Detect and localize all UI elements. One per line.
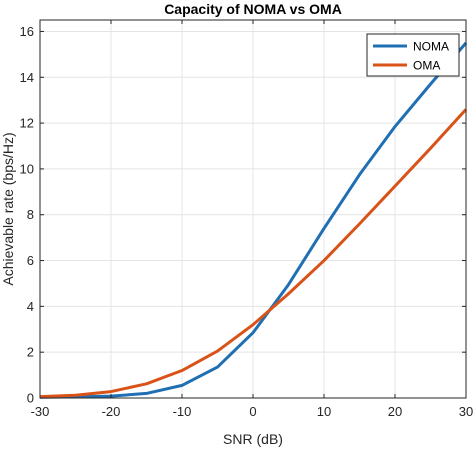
series-line-oma bbox=[39, 108, 468, 399]
y-tick-label: 12 bbox=[20, 116, 34, 131]
x-axis-label: SNR (dB) bbox=[223, 431, 283, 447]
x-tick-label: 0 bbox=[249, 404, 256, 419]
legend-box bbox=[366, 33, 460, 77]
y-tick-label: 10 bbox=[20, 161, 34, 176]
y-tick-label: 4 bbox=[27, 299, 34, 314]
chart-title: Capacity of NOMA vs OMA bbox=[164, 1, 342, 17]
y-tick-label: 16 bbox=[20, 24, 34, 39]
grid-layer bbox=[39, 20, 467, 399]
x-tick-label: 20 bbox=[388, 404, 402, 419]
axes-layer: -30 -20 -10 0 10 20 30 0 2 4 6 8 10 12 14 16 bbox=[20, 19, 473, 419]
y-tick-label: 14 bbox=[20, 70, 34, 85]
x-tick-label: -10 bbox=[173, 404, 192, 419]
y-tick-label: 2 bbox=[27, 345, 34, 360]
legend-label-noma: NOMA bbox=[413, 40, 449, 54]
x-tick-label: 30 bbox=[459, 404, 473, 419]
x-tick-label: -30 bbox=[31, 404, 50, 419]
y-axis-label: Achievable rate (bps/Hz) bbox=[0, 132, 16, 285]
legend: NOMA OMA bbox=[366, 33, 460, 77]
y-tick-label: 8 bbox=[27, 207, 34, 222]
y-tick-label: 0 bbox=[27, 391, 34, 406]
legend-label-oma: OMA bbox=[413, 59, 440, 73]
x-tick-label: -20 bbox=[102, 404, 121, 419]
y-tick-label: 6 bbox=[27, 253, 34, 268]
x-tick-label: 10 bbox=[317, 404, 331, 419]
